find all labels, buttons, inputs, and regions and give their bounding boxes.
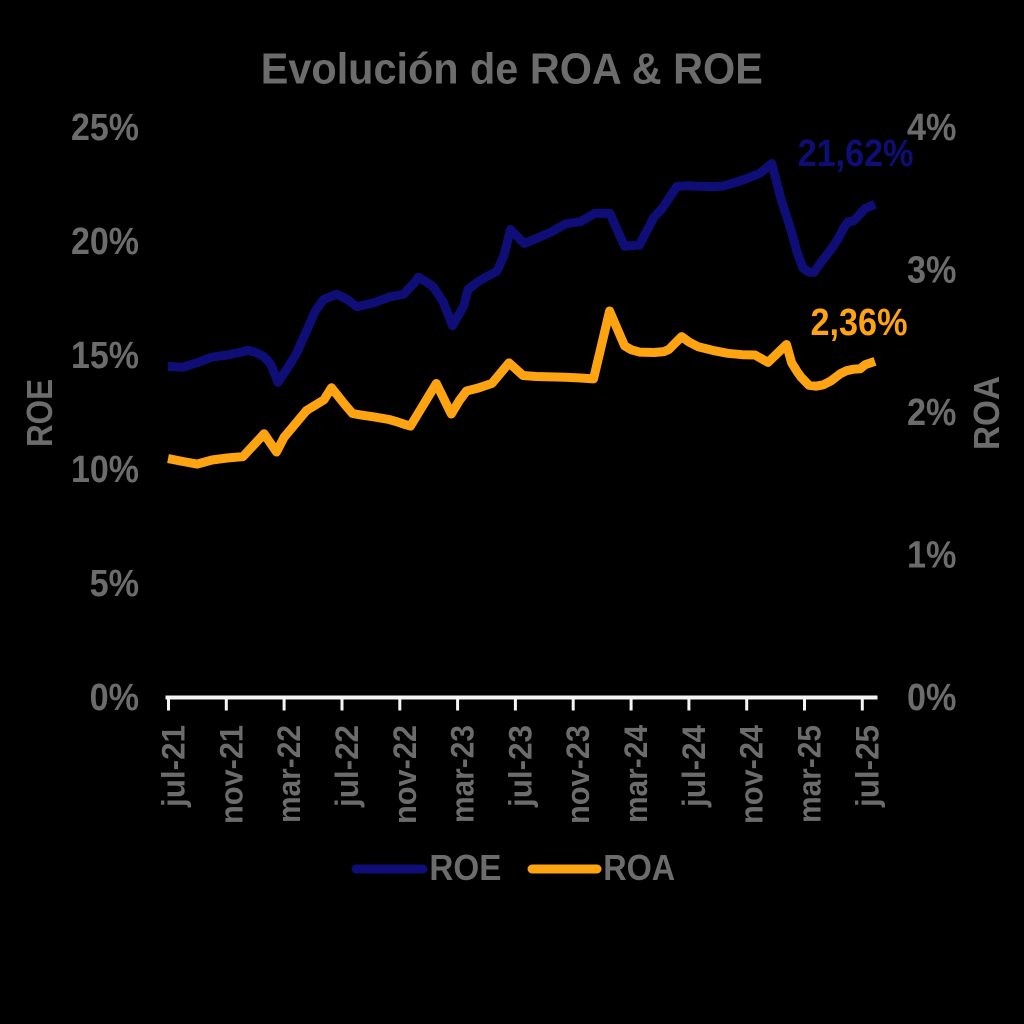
svg-text:0%: 0% [907, 677, 956, 719]
svg-text:nov-24: nov-24 [734, 725, 770, 824]
svg-text:0%: 0% [90, 677, 139, 719]
svg-text:jul-24: jul-24 [676, 725, 712, 808]
svg-text:ROA: ROA [966, 376, 1007, 450]
svg-text:ROA: ROA [603, 847, 675, 888]
svg-text:jul-25: jul-25 [849, 725, 885, 808]
svg-text:3%: 3% [907, 250, 956, 292]
svg-text:2,36%: 2,36% [811, 302, 908, 344]
svg-text:mar-24: mar-24 [618, 725, 654, 823]
svg-text:5%: 5% [90, 563, 139, 605]
svg-text:nov-21: nov-21 [213, 725, 249, 824]
svg-text:jul-23: jul-23 [502, 725, 538, 808]
svg-text:nov-23: nov-23 [560, 725, 596, 824]
svg-text:Evolución de ROA & ROE: Evolución de ROA & ROE [261, 45, 763, 94]
svg-text:10%: 10% [71, 449, 139, 491]
svg-text:2%: 2% [907, 392, 956, 434]
svg-text:4%: 4% [907, 107, 956, 149]
svg-text:jul-21: jul-21 [156, 725, 192, 808]
svg-text:mar-23: mar-23 [445, 725, 481, 823]
svg-text:15%: 15% [71, 335, 139, 377]
svg-text:mar-22: mar-22 [271, 725, 307, 823]
svg-text:mar-25: mar-25 [792, 725, 828, 823]
svg-text:jul-22: jul-22 [329, 725, 365, 808]
svg-text:nov-22: nov-22 [387, 725, 423, 824]
svg-text:25%: 25% [71, 107, 139, 149]
svg-text:ROE: ROE [429, 847, 501, 888]
svg-text:ROE: ROE [19, 379, 60, 447]
svg-text:1%: 1% [907, 535, 956, 577]
svg-text:20%: 20% [71, 221, 139, 263]
svg-text:21,62%: 21,62% [798, 133, 914, 175]
